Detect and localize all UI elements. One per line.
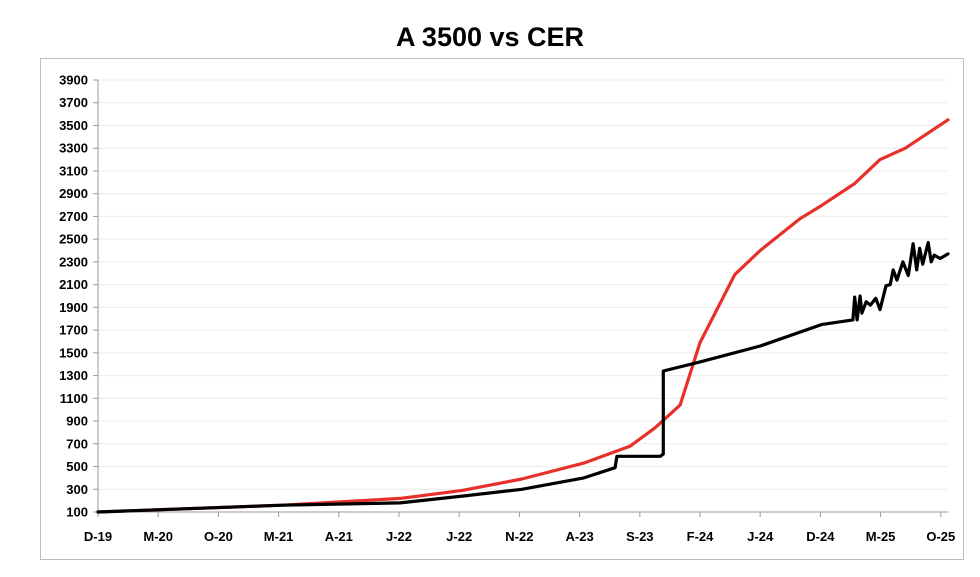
x-tick-label: A-23 <box>566 529 594 544</box>
y-tick-label: 3900 <box>59 73 88 88</box>
x-tick-label: D-24 <box>806 529 835 544</box>
y-tick-label: 3700 <box>59 95 88 110</box>
chart-title: A 3500 vs CER <box>395 22 585 52</box>
y-tick-label: 500 <box>66 459 88 474</box>
y-tick-label: 1900 <box>59 300 88 315</box>
x-tick-label: S-23 <box>626 529 653 544</box>
x-tick-label: A-21 <box>325 529 353 544</box>
x-tick-label: M-25 <box>866 529 896 544</box>
y-tick-label: 3100 <box>59 163 88 178</box>
x-tick-label: J-22 <box>446 529 472 544</box>
y-tick-label: 100 <box>66 505 88 520</box>
y-tick-label: 3300 <box>59 141 88 156</box>
x-tick-label: M-21 <box>264 529 294 544</box>
x-tick-label: M-20 <box>143 529 173 544</box>
x-tick-label: D-19 <box>84 529 112 544</box>
x-tick-label: N-22 <box>505 529 533 544</box>
y-tick-label: 900 <box>66 414 88 429</box>
x-tick-label: O-25 <box>926 529 955 544</box>
y-tick-label: 2100 <box>59 277 88 292</box>
y-tick-label: 2300 <box>59 254 88 269</box>
y-tick-label: 1500 <box>59 345 88 360</box>
y-tick-label: 1300 <box>59 368 88 383</box>
y-tick-label: 3500 <box>59 118 88 133</box>
y-tick-label: 1100 <box>60 391 88 406</box>
x-tick-label: J-24 <box>747 529 774 544</box>
series-line-cer <box>96 118 950 514</box>
x-tick-label: J-22 <box>386 529 412 544</box>
chart-frame <box>40 58 964 560</box>
x-tick-label: O-20 <box>204 529 233 544</box>
y-tick-label: 2500 <box>59 232 88 247</box>
x-tick-label: F-24 <box>687 529 715 544</box>
y-tick-label: 2700 <box>59 209 88 224</box>
y-tick-label: 700 <box>66 436 88 451</box>
series-line-a-3500 <box>96 241 950 514</box>
y-tick-label: 300 <box>66 482 88 497</box>
y-tick-label: 2900 <box>59 186 88 201</box>
y-tick-label: 1700 <box>59 323 88 338</box>
